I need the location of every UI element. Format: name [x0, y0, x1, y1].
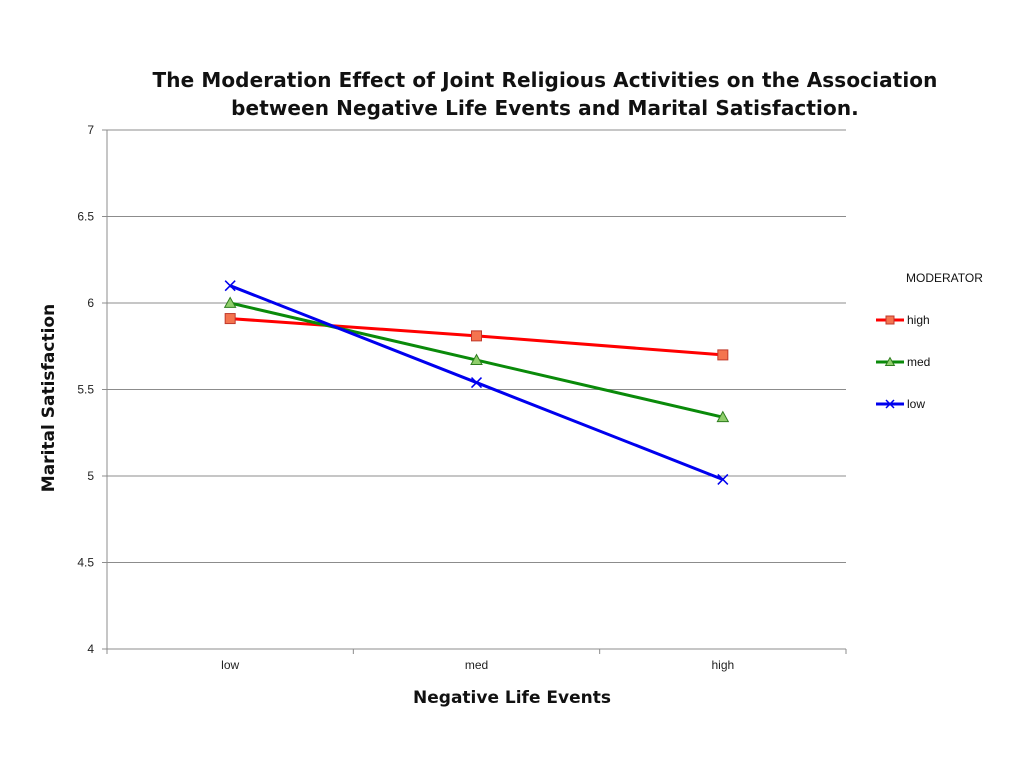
legend-item-low: low	[876, 397, 925, 411]
y-axis-tick-labels: 4 4.5 5 5.5 6 6.5 7	[77, 123, 94, 656]
legend: MODERATOR high med low	[876, 271, 983, 411]
y-tick-label: 6.5	[77, 210, 94, 224]
x-tick-label: low	[221, 658, 239, 672]
y-tick-label: 7	[87, 123, 94, 137]
chart-title-line-1: The Moderation Effect of Joint Religious…	[152, 68, 938, 92]
legend-label: med	[907, 355, 930, 369]
y-axis-title: Marital Satisfaction	[39, 304, 59, 492]
y-tick-label: 5.5	[77, 383, 94, 397]
y-tick-label: 4	[87, 642, 94, 656]
x-axis-tick-labels: low med high	[221, 658, 734, 672]
data-point-marker	[470, 377, 483, 389]
data-point-marker	[223, 296, 237, 308]
legend-label: high	[907, 313, 930, 327]
axes	[102, 129, 847, 654]
data-point-marker	[470, 353, 483, 365]
data-point-marker	[717, 473, 729, 485]
legend-item-med: med	[876, 355, 930, 369]
data-point-marker	[884, 356, 896, 367]
data-point-marker	[885, 399, 895, 409]
y-tick-label: 5	[87, 469, 94, 483]
data-point-marker	[471, 330, 482, 342]
y-tick-label: 6	[87, 296, 94, 310]
x-tick-label: high	[711, 658, 734, 672]
data-point-marker	[717, 349, 729, 361]
data-point-marker	[224, 313, 236, 325]
x-axis-title: Negative Life Events	[413, 688, 611, 708]
data-point-marker	[885, 315, 895, 325]
chart-title-line-2: between Negative Life Events and Marital…	[231, 96, 859, 120]
data-point-marker	[224, 280, 236, 292]
legend-label: low	[907, 397, 925, 411]
gridlines	[107, 129, 846, 563]
series-low	[224, 280, 729, 485]
chart-title: The Moderation Effect of Joint Religious…	[150, 66, 940, 122]
series-group	[223, 280, 730, 485]
series-high	[224, 313, 729, 361]
legend-item-high: high	[876, 313, 930, 327]
y-tick-label: 4.5	[77, 556, 94, 570]
legend-title: MODERATOR	[906, 271, 983, 285]
series-med	[223, 296, 730, 423]
data-point-marker	[716, 410, 730, 423]
x-tick-label: med	[465, 658, 488, 672]
